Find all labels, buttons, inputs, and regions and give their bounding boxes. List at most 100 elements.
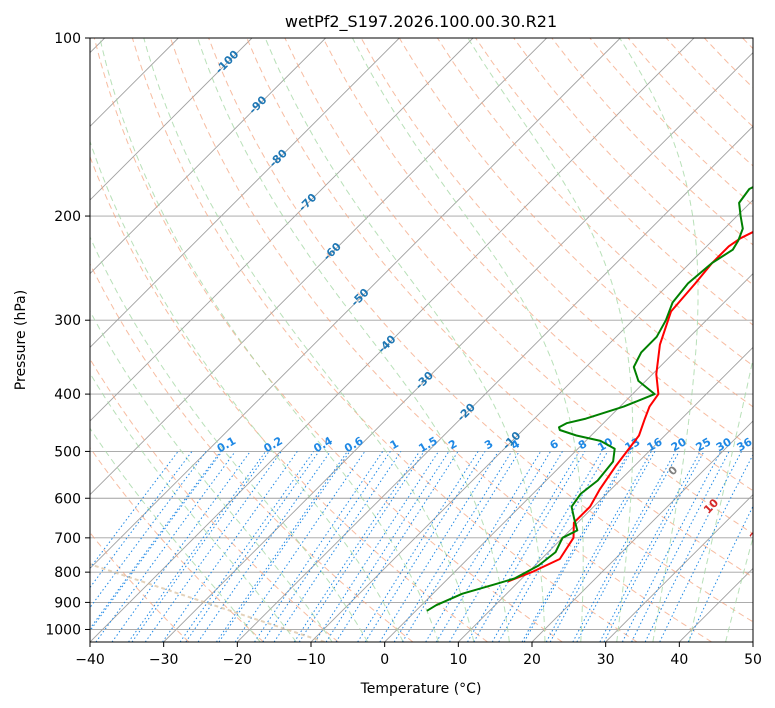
dry-adiabat-line — [131, 38, 638, 642]
y-tick-label: 100 — [54, 31, 81, 47]
mixing-ratio-line — [644, 451, 742, 642]
mixing-ratio-line — [179, 451, 315, 642]
sounding-series — [426, 186, 753, 612]
mixing-ratio-line — [621, 451, 722, 642]
mixing-ratio-line — [262, 451, 391, 642]
mixing-ratio-line — [498, 451, 609, 642]
mixing-ratio-line — [402, 451, 520, 642]
mixing-ratio-line — [659, 453, 753, 642]
moist-adiabat-line — [143, 38, 475, 642]
x-tick-label: −20 — [223, 652, 253, 668]
y-tick-label: 700 — [54, 531, 81, 547]
mixing-ratio-line — [162, 451, 298, 642]
mixing-ratio-line — [131, 451, 270, 642]
isotherm-line — [237, 125, 753, 642]
isotherm-line — [90, 38, 547, 496]
mixing-ratio-line — [90, 451, 222, 630]
moist-adiabat-line — [264, 38, 546, 642]
mixing-ratio-line — [545, 451, 652, 642]
mixing-ratio-line — [197, 451, 331, 642]
dry-adiabat-line — [322, 38, 753, 492]
mixing-ratio-line — [576, 451, 680, 642]
y-tick-label: 600 — [54, 491, 81, 507]
x-tick-label: 0 — [380, 652, 389, 668]
mixing-ratio-line — [128, 451, 267, 642]
moist-adiabat-line — [619, 38, 699, 642]
moist-adiabat-line — [90, 139, 404, 642]
x-tick-label: −30 — [149, 652, 179, 668]
moist-adiabat-line — [90, 427, 261, 642]
dry-adiabat-line — [93, 38, 563, 642]
mixing-ratio-line — [572, 451, 676, 642]
isotherm-line — [458, 346, 753, 642]
isotherm-line — [90, 38, 326, 275]
mixing-ratio-line — [335, 451, 459, 642]
moist-adiabat-label: 20 — [747, 524, 767, 544]
y-tick-label: 200 — [54, 209, 81, 225]
mixing-ratio-line — [90, 451, 193, 589]
moist-adiabat-line — [90, 235, 369, 642]
y-tick-label: 900 — [54, 595, 81, 611]
mixing-ratio-line — [95, 451, 236, 642]
mixing-ratio-line — [215, 451, 348, 642]
isotherm-line — [531, 420, 753, 642]
dry-adiabat-line — [208, 38, 753, 623]
isotherm-line — [90, 38, 253, 201]
mixing-ratio-line — [218, 451, 351, 642]
isotherm-line — [90, 38, 621, 569]
mixing-ratio-line — [379, 451, 499, 642]
mixing-ratio-line — [549, 451, 656, 642]
isotherm-line — [605, 494, 753, 642]
y-tick-label: 300 — [54, 313, 81, 329]
y-tick-label: 800 — [54, 565, 81, 581]
x-tick-label: 40 — [670, 652, 688, 668]
x-tick-label: 20 — [523, 652, 541, 668]
temperature-profile-line — [507, 230, 753, 583]
mixing-ratio-line — [298, 451, 425, 642]
mixing-ratio-line — [185, 451, 320, 642]
reference-curve — [90, 563, 325, 642]
moist-adiabat-line — [99, 38, 439, 642]
mixing-ratio-line — [314, 451, 440, 642]
mixing-ratio-line — [523, 451, 632, 642]
y-axis-label: Pressure (hPa) — [13, 290, 29, 390]
dry-adiabat-line — [90, 358, 339, 642]
y-axis: 100 200 300 400 500 600 700 800 900 1000 — [45, 31, 90, 638]
isotherm-line — [163, 52, 753, 642]
x-axis-label: Temperature (°C) — [360, 681, 482, 697]
moist-adiabat-line — [197, 38, 510, 642]
dry-adiabat-line — [246, 38, 753, 578]
x-tick-label: −10 — [296, 652, 326, 668]
x-tick-label: 50 — [744, 652, 762, 668]
y-tick-label: 500 — [54, 444, 81, 460]
moist-adiabat-line — [725, 535, 753, 642]
x-tick-label: −40 — [75, 652, 105, 668]
isotherm-line — [90, 38, 400, 348]
dry-adiabat-line — [513, 38, 753, 286]
y-tick-label: 400 — [54, 387, 81, 403]
x-axis: −40 −30 −20 −10 0 10 20 30 40 50 — [75, 642, 762, 668]
mixing-ratio-line — [521, 451, 630, 642]
isotherm-line — [90, 38, 695, 642]
dry-adiabat-line — [475, 38, 753, 326]
mixing-ratio-line — [90, 451, 179, 569]
dewpoint-profile-line — [426, 186, 753, 612]
mixing-ratio-line — [144, 451, 282, 642]
mixing-ratio-line — [293, 451, 421, 642]
moist-adiabat-line — [90, 372, 297, 642]
dry-adiabat-line — [90, 446, 264, 642]
mixing-ratio-line — [325, 451, 450, 642]
chart-title: wetPf2_S197.2026.100.00.30.R21 — [285, 12, 557, 32]
moist-adiabat-line — [688, 356, 753, 642]
mixing-ratio-line — [111, 451, 251, 642]
x-tick-label: 10 — [449, 652, 467, 668]
mixing-ratio-line — [393, 451, 513, 642]
x-tick-label: 30 — [597, 652, 615, 668]
plot-frame — [89, 37, 754, 643]
moist-adiabat-line — [352, 38, 584, 642]
mixing-ratio-line — [90, 451, 223, 632]
dry-adiabat-line — [284, 38, 753, 535]
mixing-ratio-line — [90, 451, 207, 609]
